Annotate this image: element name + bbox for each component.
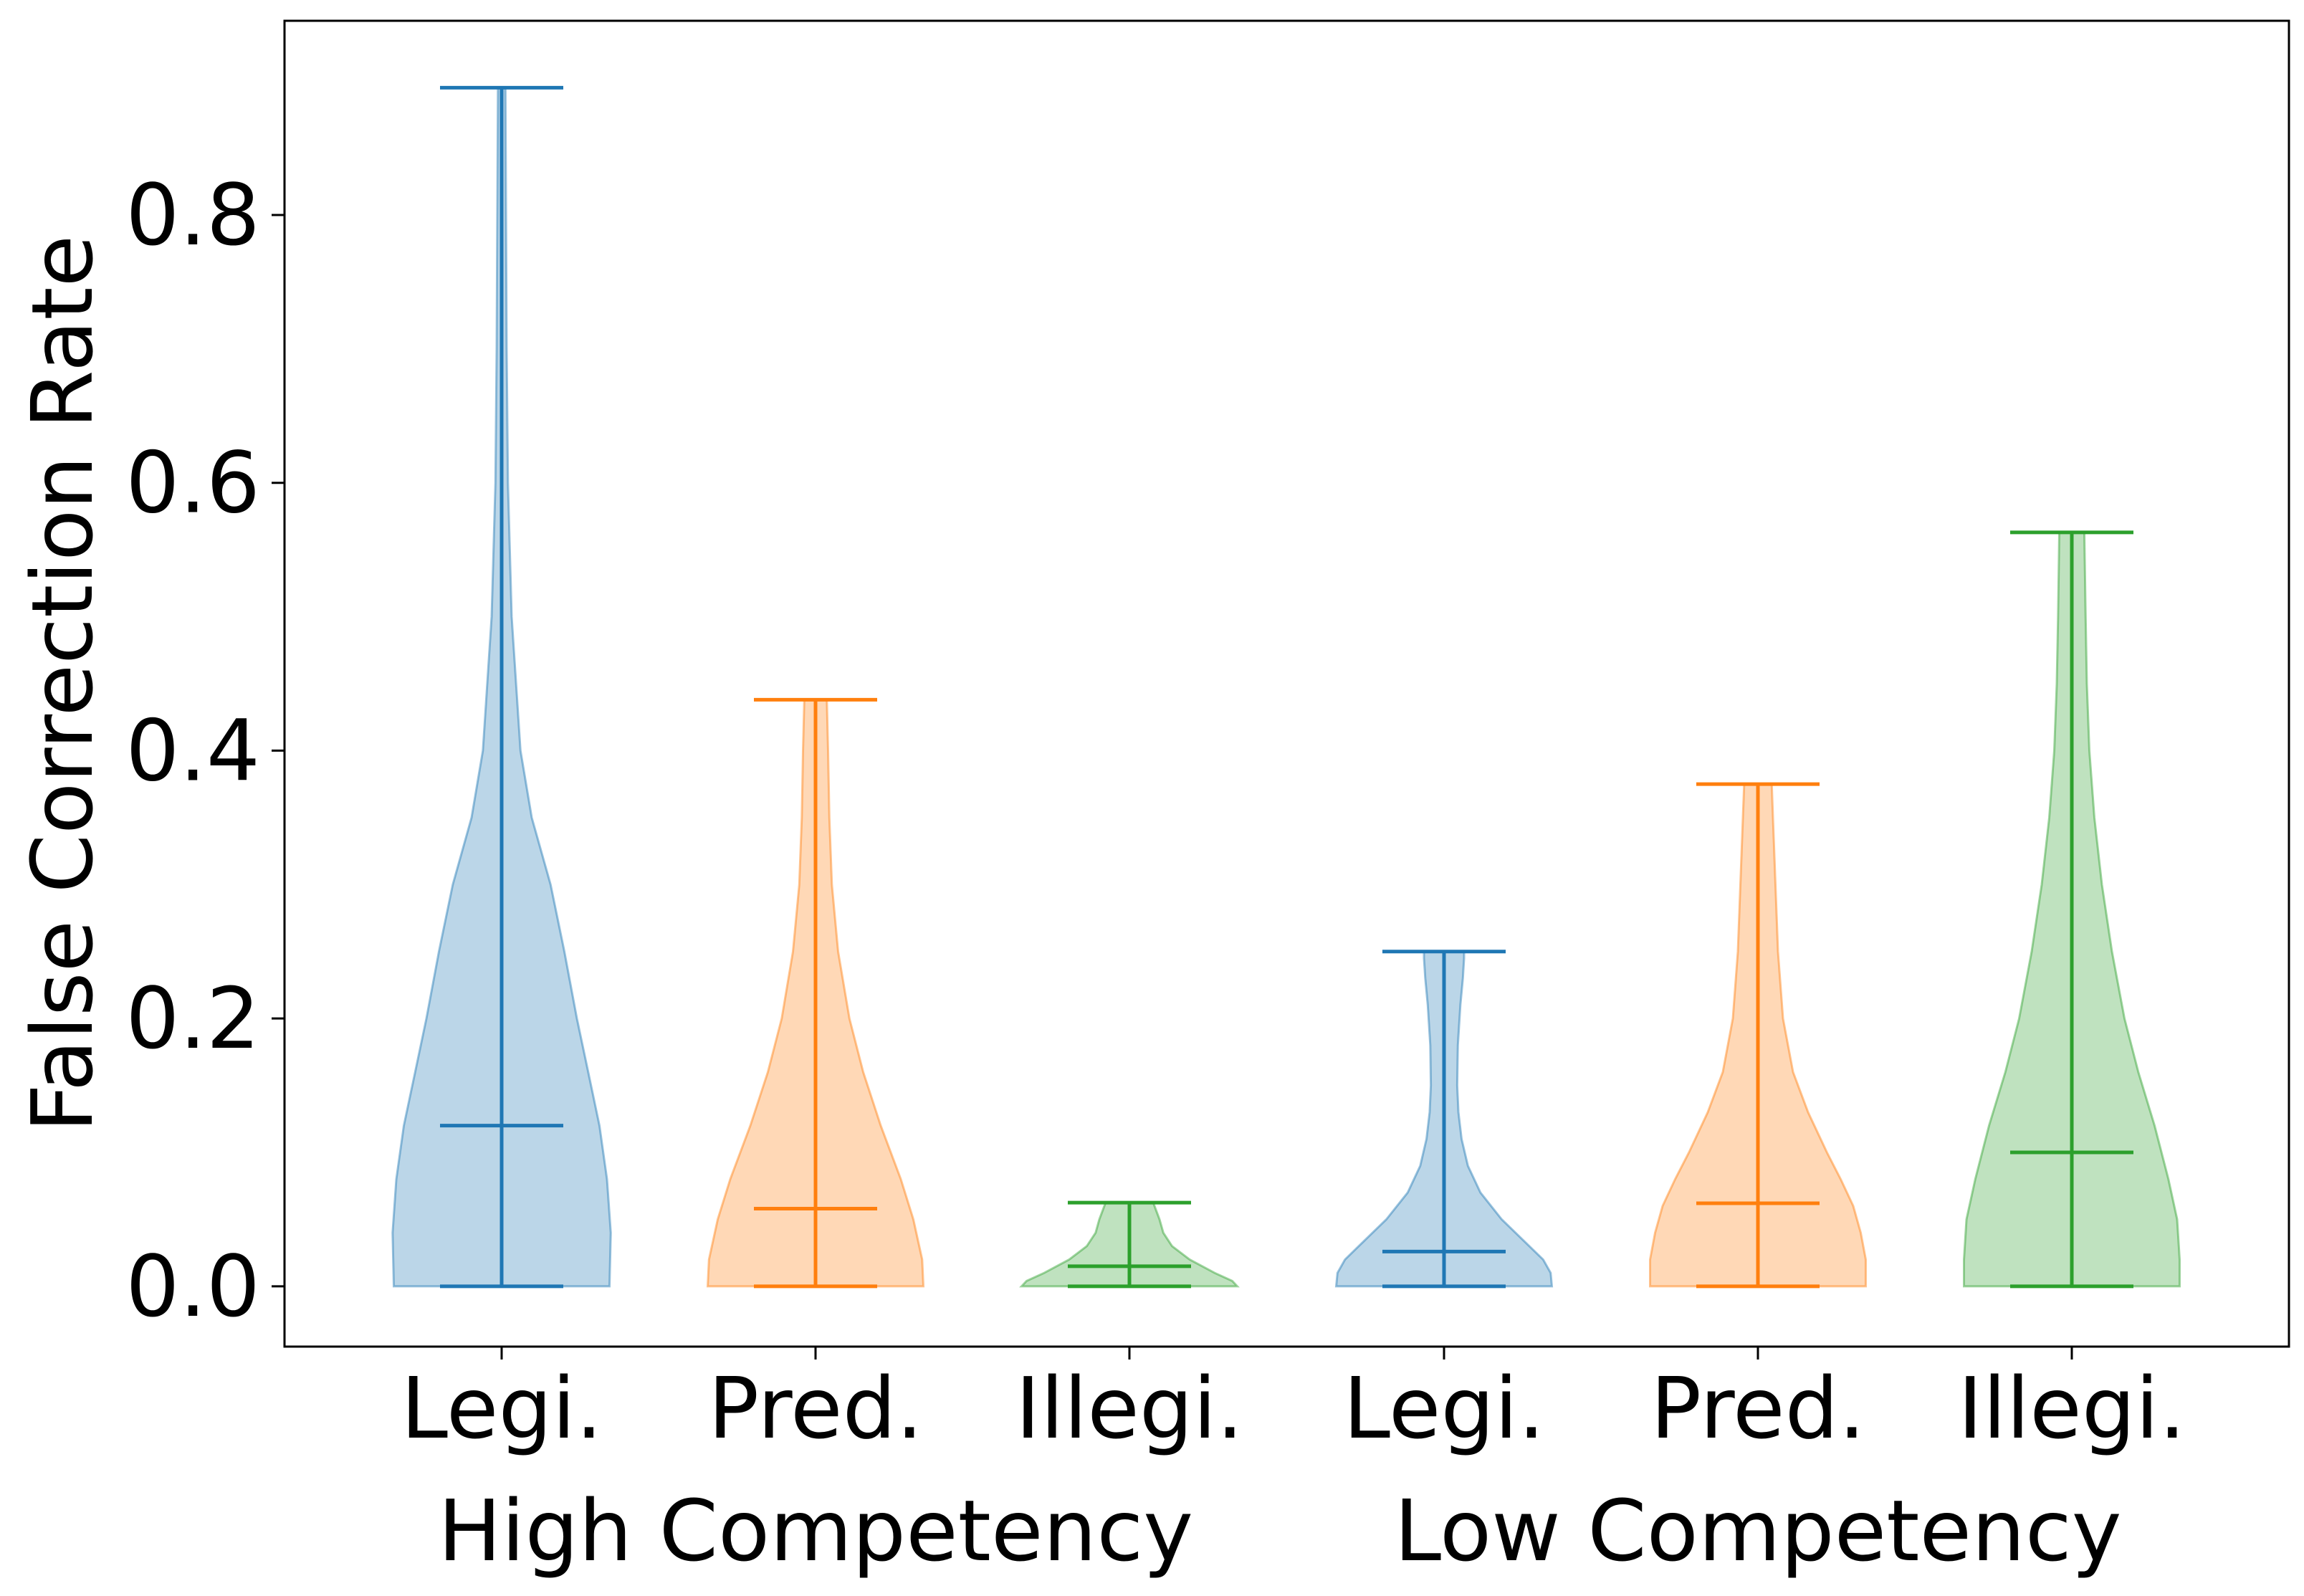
- y-tick-label-5: 0.8: [125, 166, 260, 264]
- x-tick-label-1: Legi.: [401, 1359, 602, 1458]
- x-axis: Legi. Pred. Illegi. Legi. Pred. Illegi.: [401, 1347, 2186, 1458]
- x-tick-label-2: Pred.: [708, 1359, 923, 1458]
- group-labels: High Competency Low Competency: [438, 1481, 2122, 1580]
- y-axis: 0.0 0.2 0.4 0.6 0.8: [125, 166, 285, 1336]
- y-tick-label-2: 0.2: [125, 969, 260, 1068]
- plot-frame: [283, 19, 2290, 1348]
- y-axis-label: False Correction Rate: [13, 235, 112, 1132]
- group-label-1: High Competency: [438, 1481, 1193, 1580]
- x-tick-label-5: Pred.: [1650, 1359, 1865, 1458]
- x-tick-label-4: Legi.: [1343, 1359, 1544, 1458]
- y-tick-label-3: 0.4: [125, 701, 260, 800]
- y-tick-label-4: 0.6: [125, 434, 260, 532]
- marker-layer: [440, 85, 2133, 1289]
- y-tick-label-1: 0.0: [125, 1237, 260, 1336]
- x-tick-label-3: Illegi.: [1015, 1359, 1243, 1458]
- group-label-2: Low Competency: [1394, 1481, 2121, 1580]
- x-tick-label-6: Illegi.: [1958, 1359, 2186, 1458]
